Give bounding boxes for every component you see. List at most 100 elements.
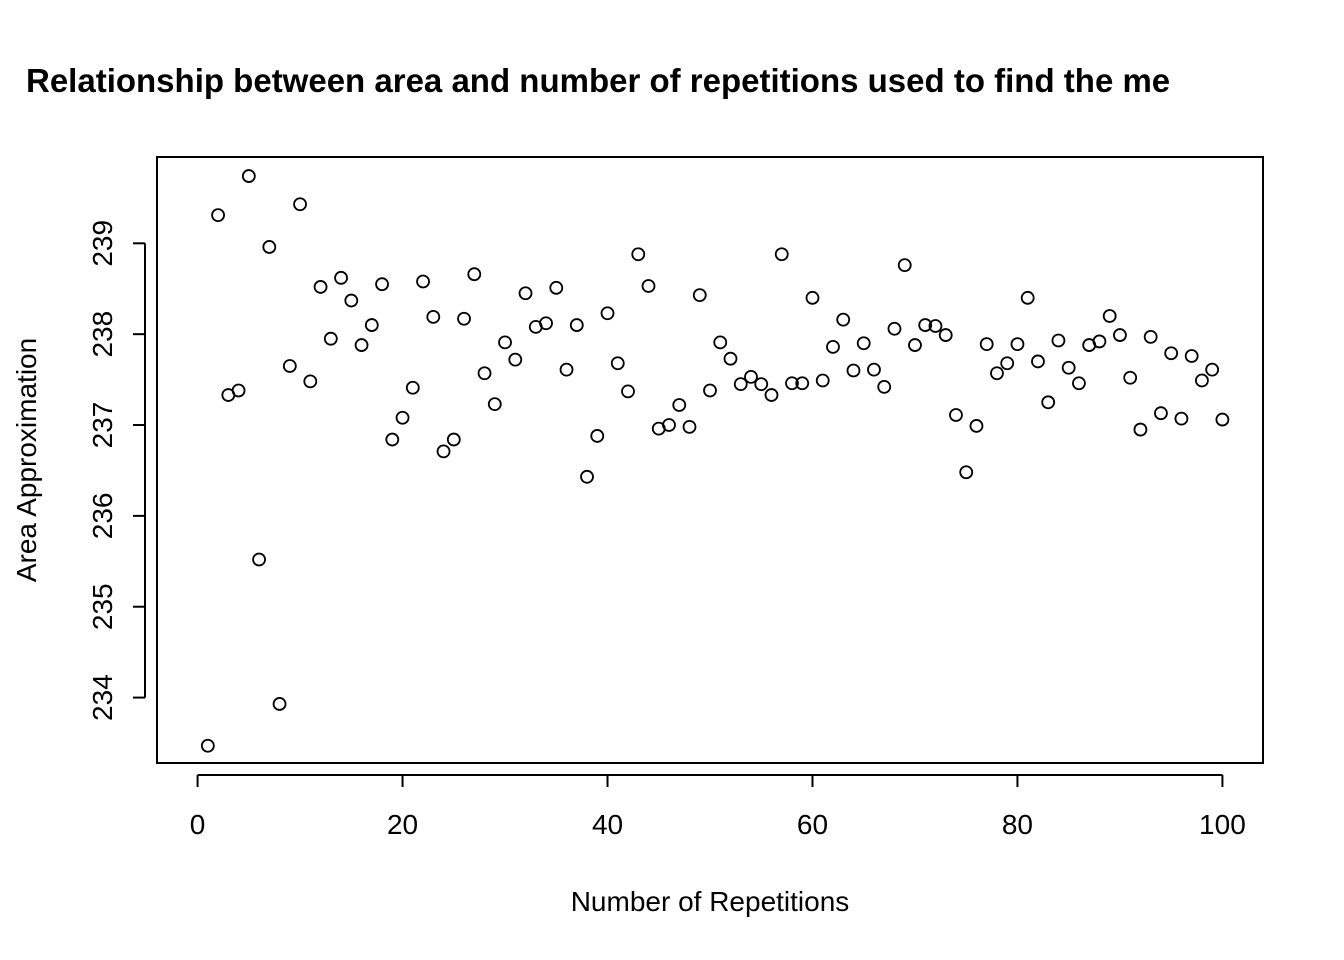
data-point: [549, 280, 564, 295]
data-point: [1020, 290, 1035, 305]
data-point: [518, 286, 533, 301]
chart-title: Relationship between area and number of …: [26, 62, 1170, 99]
data-point: [262, 240, 277, 254]
data-point: [200, 738, 215, 753]
data-point: [477, 366, 492, 381]
data-point: [764, 388, 779, 402]
data-point: [887, 321, 902, 336]
data-point: [846, 363, 861, 378]
data-point: [467, 267, 482, 282]
data-point: [303, 374, 318, 389]
x-tick-label: 20: [387, 809, 418, 840]
data-point: [641, 279, 656, 293]
y-tick-label: 239: [87, 220, 118, 267]
data-point: [590, 429, 605, 443]
data-point: [928, 319, 943, 333]
y-tick-label: 236: [87, 493, 118, 540]
data-point: [856, 336, 871, 351]
data-point: [1061, 360, 1076, 375]
x-axis: 0 20 40 60 80 100: [190, 774, 1246, 840]
plot-box: [156, 156, 1264, 764]
data-point: [416, 274, 430, 289]
data-point: [1184, 349, 1199, 363]
data-point: [1143, 329, 1158, 344]
data-point: [723, 351, 738, 366]
data-point: [1154, 406, 1168, 421]
data-point: [713, 335, 728, 350]
data-point: [1205, 362, 1220, 377]
data-point: [795, 376, 810, 391]
x-tick-label: 40: [592, 809, 623, 840]
data-point: [631, 247, 646, 262]
data-point: [395, 410, 410, 425]
data-point: [774, 247, 789, 262]
data-point: [1164, 346, 1179, 361]
data-point: [385, 432, 400, 447]
data-point: [682, 419, 697, 434]
x-tick-label: 80: [1002, 809, 1033, 840]
data-point: [323, 331, 338, 346]
data-point: [1031, 354, 1045, 369]
data-point: [918, 318, 933, 332]
data-point: [580, 469, 594, 484]
data-point: [1195, 373, 1209, 388]
data-point: [272, 697, 287, 711]
data-point: [621, 384, 635, 399]
data-point: [211, 208, 225, 223]
data-point: [990, 366, 1004, 381]
data-point: [1123, 370, 1138, 385]
data-point: [241, 169, 256, 183]
data-point: [908, 338, 922, 352]
data-point: [703, 383, 717, 398]
x-tick-label: 60: [797, 809, 828, 840]
data-point: [375, 277, 389, 292]
data-point: [313, 280, 328, 294]
y-axis-label: Area Approximation: [11, 338, 42, 582]
data-point: [733, 377, 748, 392]
data-point: [1102, 309, 1117, 323]
data-point: [754, 377, 769, 392]
y-tick-label: 235: [87, 583, 118, 630]
data-point: [1051, 333, 1066, 348]
data-point: [744, 369, 758, 384]
data-point: [426, 310, 441, 324]
y-tick-label: 238: [87, 311, 118, 358]
data-point: [692, 288, 707, 302]
data-point: [446, 432, 461, 447]
y-tick-label: 234: [87, 674, 118, 721]
x-tick-label: 0: [190, 809, 206, 840]
data-point: [1010, 337, 1025, 352]
x-tick-label: 100: [1199, 809, 1246, 840]
data-point: [662, 418, 676, 432]
data-point: [334, 270, 348, 285]
data-point: [1174, 411, 1189, 426]
data-point: [498, 335, 512, 350]
data-point: [826, 339, 840, 354]
data-point: [805, 290, 820, 305]
data-point: [1041, 395, 1056, 410]
data-point: [231, 383, 246, 398]
data-point: [897, 258, 912, 273]
data-point: [785, 376, 799, 391]
data-point: [559, 362, 574, 377]
data-point: [282, 359, 297, 373]
data-point: [569, 318, 584, 332]
data-point: [354, 338, 369, 352]
data-point: [815, 373, 830, 388]
data-point: [457, 311, 471, 326]
data-point: [252, 552, 266, 567]
data-point: [436, 444, 451, 459]
data-points: [200, 169, 1230, 753]
data-point: [405, 380, 420, 395]
data-point: [610, 356, 625, 371]
data-point: [672, 398, 687, 412]
y-axis: 234 235 236 237 238 239: [87, 220, 146, 721]
data-point: [344, 293, 359, 308]
data-point: [1133, 422, 1148, 437]
data-point: [867, 362, 881, 377]
y-tick-label: 237: [87, 402, 118, 449]
data-point: [1000, 356, 1015, 371]
data-point: [1215, 412, 1230, 427]
data-point: [949, 408, 963, 422]
